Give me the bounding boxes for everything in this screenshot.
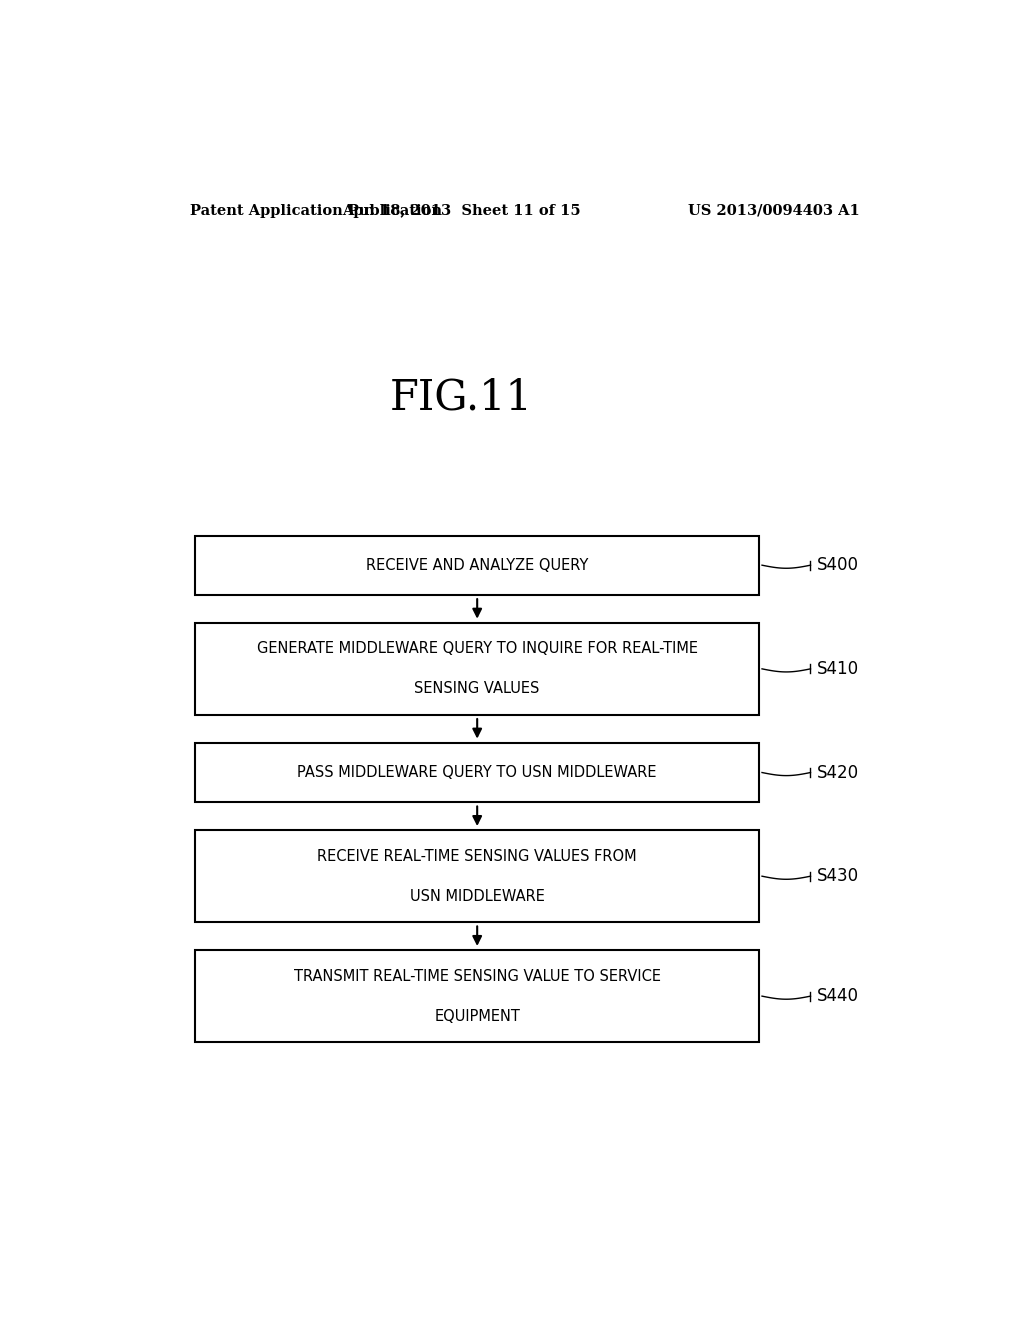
Text: RECEIVE REAL-TIME SENSING VALUES FROM: RECEIVE REAL-TIME SENSING VALUES FROM — [317, 849, 637, 863]
Text: FIG.11: FIG.11 — [390, 376, 532, 418]
Text: S430: S430 — [817, 867, 859, 886]
Text: EQUIPMENT: EQUIPMENT — [434, 1008, 520, 1024]
Bar — [196, 830, 759, 921]
Text: US 2013/0094403 A1: US 2013/0094403 A1 — [688, 203, 859, 218]
Text: S420: S420 — [817, 763, 859, 781]
Bar — [196, 950, 759, 1041]
Text: S400: S400 — [817, 556, 859, 574]
Text: TRANSMIT REAL-TIME SENSING VALUE TO SERVICE: TRANSMIT REAL-TIME SENSING VALUE TO SERV… — [294, 969, 660, 983]
Text: Patent Application Publication: Patent Application Publication — [190, 203, 442, 218]
Text: PASS MIDDLEWARE QUERY TO USN MIDDLEWARE: PASS MIDDLEWARE QUERY TO USN MIDDLEWARE — [297, 766, 657, 780]
Text: GENERATE MIDDLEWARE QUERY TO INQUIRE FOR REAL-TIME: GENERATE MIDDLEWARE QUERY TO INQUIRE FOR… — [257, 642, 697, 656]
Text: RECEIVE AND ANALYZE QUERY: RECEIVE AND ANALYZE QUERY — [366, 557, 589, 573]
Bar — [196, 743, 759, 803]
Text: S440: S440 — [817, 987, 859, 1005]
Text: USN MIDDLEWARE: USN MIDDLEWARE — [410, 888, 545, 904]
Bar — [196, 536, 759, 594]
Text: SENSING VALUES: SENSING VALUES — [415, 681, 540, 697]
Text: Apr. 18, 2013  Sheet 11 of 15: Apr. 18, 2013 Sheet 11 of 15 — [342, 203, 581, 218]
Bar — [196, 623, 759, 714]
Text: S410: S410 — [817, 660, 859, 678]
